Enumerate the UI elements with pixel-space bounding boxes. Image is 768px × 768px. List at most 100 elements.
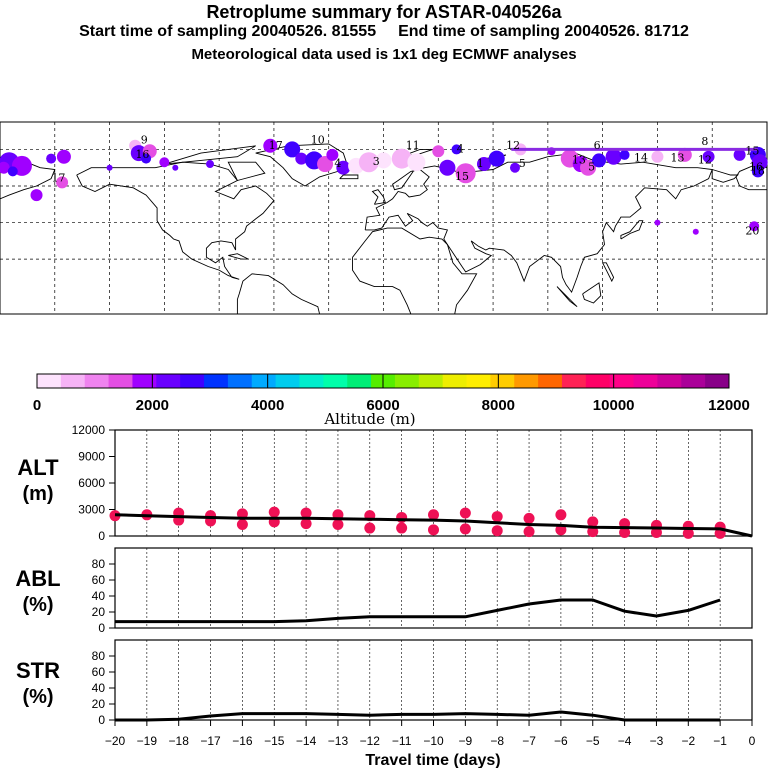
plume-cluster (326, 148, 339, 161)
colorbar-swatch (514, 374, 539, 388)
plume-cluster (284, 141, 301, 158)
scatter-point (396, 522, 408, 534)
scatter-point (555, 524, 567, 536)
plume-cluster (488, 150, 505, 167)
plume-day-label: 10 (311, 133, 325, 146)
colorbar-tick-label: 8000 (482, 397, 515, 414)
end-time-label: End time of sampling 20040526. 81712 (398, 23, 689, 40)
plume-cluster (172, 164, 179, 171)
x-tick-label: −16 (232, 734, 253, 748)
panel-alt: 0 3000 6000 9000 12000 ALT (m) (17, 423, 753, 543)
colorbar-swatch (347, 374, 372, 388)
colorbar-swatch (299, 374, 324, 388)
plume-day-label: 14 (634, 152, 648, 165)
series-line (115, 710, 721, 722)
colorbar-swatch (418, 374, 444, 388)
plume-cluster (692, 228, 699, 235)
scatter-point (619, 526, 631, 538)
x-tick-label: −1 (713, 734, 727, 748)
plume-day-label: 15 (455, 170, 469, 183)
plume-cluster (30, 189, 43, 202)
y-tick-label: 0 (98, 713, 105, 727)
x-tick-label: −2 (681, 734, 695, 748)
y-tick-label: 20 (92, 697, 106, 711)
scatter-point (236, 508, 248, 520)
coastline (236, 273, 321, 315)
scatter-point (428, 524, 439, 536)
plume-cluster (439, 159, 456, 176)
panel-str: 0 20 40 60 80 STR (%) (16, 639, 753, 727)
coastline (352, 227, 478, 315)
plume-day-label: 17 (269, 139, 283, 152)
scatter-point (523, 512, 535, 524)
coastline (228, 253, 249, 260)
colorbar-tick-label: 12000 (708, 397, 750, 414)
scatter-point (332, 519, 344, 531)
coastline (620, 220, 644, 240)
panel-unit-label: (m) (22, 483, 53, 505)
x-tick-label: −3 (650, 734, 664, 748)
colorbar-tick-label: 6000 (366, 397, 399, 414)
plume-day-label: 9 (141, 133, 148, 146)
colorbar-tick-label: 10000 (593, 397, 635, 414)
plume-cluster (619, 149, 630, 160)
plume-day-label: 1 (477, 157, 484, 170)
x-axis-label: Travel time (days) (365, 752, 500, 768)
y-tick-label: 12000 (72, 423, 106, 437)
plume-day-label: 12 (506, 139, 520, 152)
plume-day-label: 8 (701, 135, 708, 148)
plume-cluster (702, 150, 715, 163)
scatter-point (300, 518, 312, 530)
altitude-colorbar: 0 2000 4000 6000 8000 10000 12000 (33, 373, 750, 414)
plume-cluster (455, 163, 476, 184)
x-tick-label: −18 (169, 734, 190, 748)
plume-cluster (159, 157, 170, 168)
coastline (556, 286, 578, 308)
scatter-point (428, 509, 439, 521)
coastline (255, 143, 348, 187)
coastline (227, 161, 266, 181)
y-tick-label: 20 (92, 605, 106, 619)
colorbar-swatch (204, 374, 229, 388)
colorbar-swatch (609, 374, 635, 388)
x-tick-label: −17 (200, 734, 221, 748)
start-time-label: Start time of sampling 20040526. 81555 (79, 23, 377, 40)
plume-day-label: 6 (594, 139, 601, 152)
x-tick-label: −15 (264, 734, 285, 748)
colorbar-swatch (108, 374, 133, 388)
plume-cluster (476, 157, 491, 172)
x-tick-label: −12 (360, 734, 381, 748)
colorbar-swatch (490, 374, 515, 388)
plume-cluster (751, 165, 764, 178)
plume-cluster (295, 152, 308, 165)
x-tick-label: −7 (522, 734, 536, 748)
x-tick-label: −14 (296, 734, 317, 748)
plume-cluster (263, 138, 278, 153)
scatter-point (300, 507, 312, 519)
colorbar-swatch (657, 374, 682, 388)
panel-unit-label: (%) (22, 686, 53, 708)
plume-cluster (56, 176, 69, 189)
plume-day-label: 4 (457, 142, 464, 155)
colorbar-swatch (156, 374, 181, 388)
plume-cluster (375, 152, 392, 169)
coastline (711, 169, 739, 183)
colorbar-tick-label: 2000 (136, 397, 169, 414)
panel-label: ABL (15, 566, 60, 591)
plume-cluster (106, 164, 113, 171)
plume-cluster (749, 221, 760, 232)
colorbar-swatch (323, 374, 348, 388)
plume-cluster (432, 145, 445, 158)
plume-cluster (206, 160, 215, 169)
colorbar-swatch (37, 374, 62, 388)
scatter-point (396, 511, 408, 523)
met-data-label: Meteorological data used is 1x1 deg ECMW… (191, 46, 577, 63)
plume-day-label: 5 (519, 157, 526, 170)
y-tick-label: 9000 (78, 450, 105, 464)
coastline (602, 262, 615, 283)
y-tick-label: 0 (98, 529, 105, 543)
plume-cluster (580, 159, 597, 176)
